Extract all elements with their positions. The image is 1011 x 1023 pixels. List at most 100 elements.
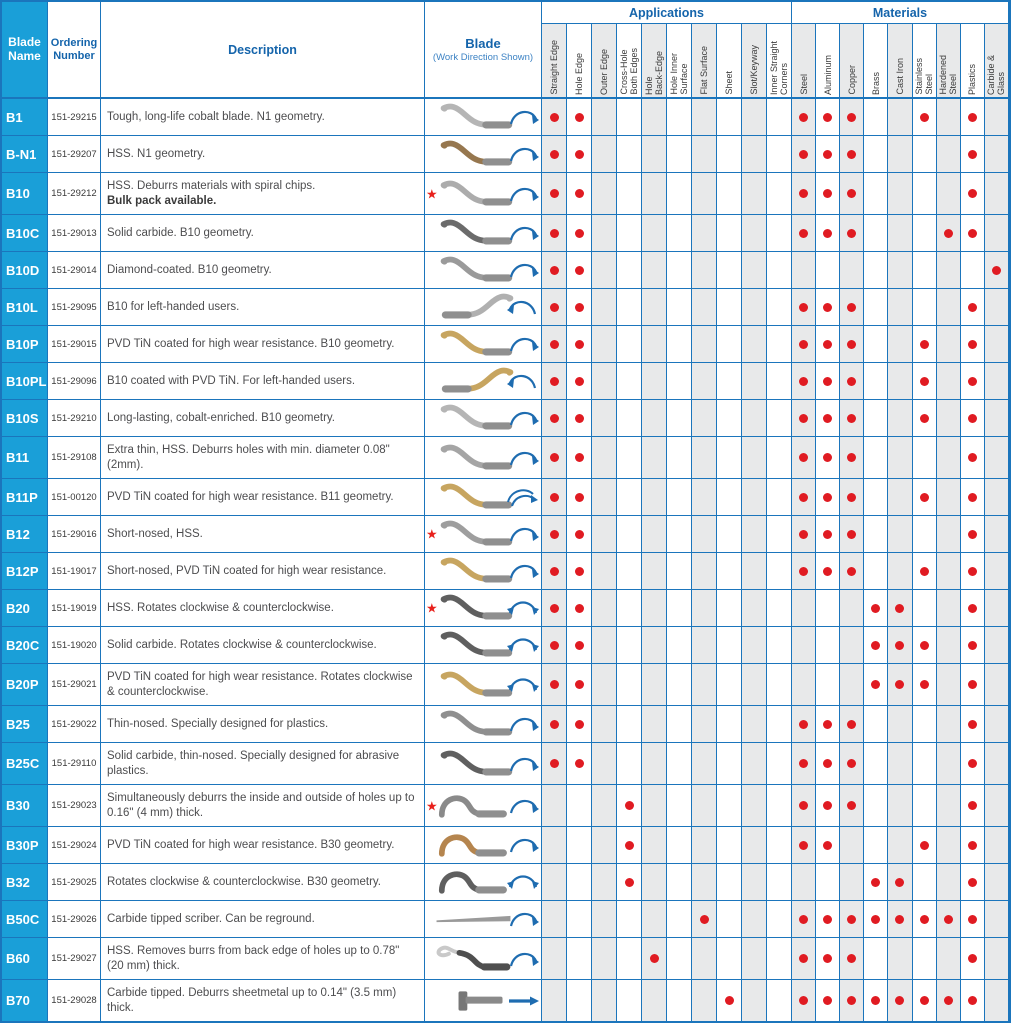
application-cell: [617, 901, 642, 937]
application-cell: [642, 864, 667, 900]
material-cell: [864, 627, 889, 663]
application-cell: [642, 400, 667, 436]
application-cell: [542, 627, 567, 663]
application-cell: [717, 400, 742, 436]
material-cell: [888, 864, 913, 900]
rotation-ccw-arrow-icon: [507, 374, 537, 389]
material-dot-icon: [919, 339, 929, 349]
application-cell: [567, 516, 592, 552]
blade-image-cell: [425, 901, 542, 937]
material-cell: [840, 215, 865, 251]
material-cell: [816, 215, 841, 251]
material-column-label: Copper: [846, 65, 857, 95]
application-cell: [717, 938, 742, 979]
material-cell: [984, 136, 1009, 172]
table-row: B10S 151-29210 Long-lasting, cobalt-enrich…: [2, 400, 1009, 437]
blade-name-cell: B20P: [2, 664, 48, 705]
blade-name-cell: B10L: [2, 289, 48, 325]
blade-image-cell: [425, 627, 542, 663]
material-cell: [840, 938, 865, 979]
description-text: HSS. Removes burrs from back edge of hol…: [107, 945, 400, 972]
application-column-label: Hole Edge: [573, 52, 584, 95]
application-cell: [742, 215, 767, 251]
application-cell: [642, 901, 667, 937]
application-dot-icon: [549, 603, 559, 613]
description-cell: HSS. Removes burrs from back edge of hol…: [101, 938, 425, 979]
application-cell: [592, 252, 617, 288]
application-cell: [692, 980, 717, 1021]
material-dot-icon: [847, 759, 857, 768]
application-cell: [592, 980, 617, 1021]
ordering-number-cell: 151-29026: [48, 901, 101, 937]
application-cell: [717, 664, 742, 705]
description-text: PVD TiN coated for high wear resistance.…: [107, 337, 395, 350]
material-dot-icon: [943, 228, 953, 238]
material-cell: [961, 326, 985, 362]
ordering-number-cell: 151-29027: [48, 938, 101, 979]
material-cell: [816, 289, 841, 325]
application-cell: [617, 743, 642, 784]
application-cell: [642, 553, 667, 589]
application-cell: [617, 363, 642, 399]
material-dot-icon: [871, 996, 881, 1005]
application-cell: [642, 363, 667, 399]
table-row: B20C 151-19020 Solid carbide. Rotates cloc…: [2, 627, 1009, 664]
description-cell: Extra thin, HSS. Deburrs holes with min.…: [101, 437, 425, 478]
material-column-label: Cast Iron: [894, 58, 905, 95]
material-dot-icon: [847, 149, 857, 159]
material-cell: [913, 980, 937, 1021]
application-dot-icon: [549, 112, 559, 122]
material-dot-icon: [967, 529, 977, 539]
application-dot-icon: [549, 566, 559, 576]
blade-illustration: [440, 557, 513, 583]
rotation-cw-arrow-icon: [509, 952, 539, 966]
application-cell: [592, 173, 617, 214]
blade-illustration: [440, 140, 513, 166]
table-row: B-N1 151-29207 HSS. N1 geometry.: [2, 136, 1009, 173]
material-cell: [816, 479, 841, 515]
material-cell: [913, 326, 937, 362]
material-dot-icon: [847, 453, 857, 462]
material-cell: [888, 215, 913, 251]
material-cell: [936, 664, 961, 705]
blade-illustration: [440, 483, 513, 509]
material-cell: [864, 516, 889, 552]
material-dot-icon: [847, 914, 857, 924]
material-cell: [936, 938, 961, 979]
application-cell: [567, 706, 592, 742]
application-cell: [567, 289, 592, 325]
application-column-5: Hole Back-Edge: [642, 24, 667, 97]
application-cell: [742, 400, 767, 436]
application-cell: [692, 99, 717, 135]
application-dot-icon: [574, 265, 584, 275]
application-cell: [742, 706, 767, 742]
material-cell: [792, 590, 817, 626]
material-cell: [816, 173, 841, 214]
application-dot-icon: [549, 339, 559, 349]
application-column-label: Hole Back-Edge: [643, 50, 664, 95]
application-cell: [617, 516, 642, 552]
application-cell: [592, 938, 617, 979]
application-cell: [767, 827, 792, 863]
table-row: B20 151-19019 HSS. Rotates clockwise & cou…: [2, 590, 1009, 627]
application-cell: [717, 99, 742, 135]
materials-column-labels: Steel Aluminum Copper Brass Cast Iron Stainle…: [792, 24, 1009, 97]
application-cell: [742, 479, 767, 515]
application-column-label: Hole Inner Surface: [668, 53, 689, 95]
ordering-number-cell: 151-29015: [48, 326, 101, 362]
application-dot-icon: [549, 680, 559, 689]
material-cell: [840, 326, 865, 362]
application-cell: [767, 289, 792, 325]
material-dot-icon: [847, 302, 857, 312]
ordering-number-cell: 151-29096: [48, 363, 101, 399]
ordering-number-cell: 151-29016: [48, 516, 101, 552]
material-dot-icon: [823, 413, 833, 423]
blade-image-cell: [425, 827, 542, 863]
application-cell: [617, 938, 642, 979]
material-column-1: Steel: [792, 24, 817, 97]
rotation-cw-arrow-icon: [509, 411, 539, 426]
material-column-5: Cast Iron: [888, 24, 913, 97]
application-dot-icon: [574, 302, 584, 312]
material-cell: [840, 252, 865, 288]
application-cell: [742, 326, 767, 362]
